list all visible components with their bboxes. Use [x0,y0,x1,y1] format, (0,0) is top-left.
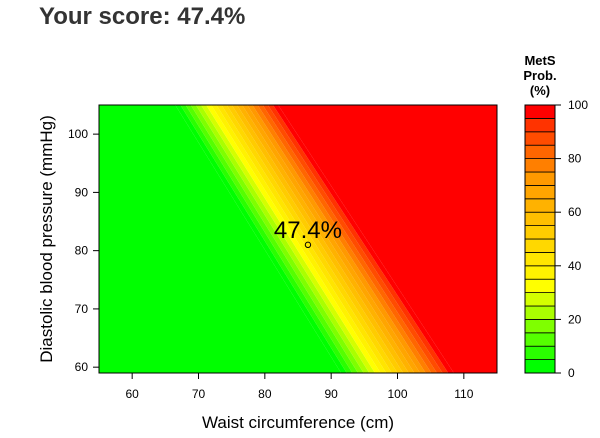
legend-tick-label: 40 [568,259,582,273]
probability-band [252,105,432,373]
legend-color-cell [524,238,556,253]
probability-band [247,105,426,373]
probability-band [231,105,409,373]
legend-title-line: MetS [524,53,555,68]
probability-heatmap [99,105,497,373]
probability-band [272,105,454,373]
y-axis-label: Diastolic blood pressure (mmHg) [37,115,56,363]
legend-color-cell [524,184,556,200]
y-axis-tick-label: 80 [75,244,89,258]
x-axis-tick-label: 70 [192,387,206,401]
legend-color-cell [524,118,556,133]
probability-band [216,105,392,373]
legend-color-cell [524,104,556,119]
legend-color-cell [524,198,556,213]
legend-color-cell [524,359,556,374]
y-axis-ticks: 60 70 80 90 100 [68,127,99,374]
probability-band [175,105,347,373]
legend-color-cell [524,278,556,294]
legend-color-cell [524,318,556,334]
probability-band [257,105,437,373]
probability-band [236,105,415,373]
legend-color-cell [524,305,556,320]
y-axis-tick-label: 100 [68,127,88,141]
legend-color-cell [524,251,556,267]
legend-title-line: Prob. [523,68,556,83]
legend-color-cell [524,332,556,347]
green-low-risk-region [99,105,342,373]
probability-band [226,105,404,373]
legend-color-cell [524,171,556,186]
probability-band [185,105,359,373]
legend-color-cell [524,158,556,173]
score-point [304,241,312,249]
probability-band [206,105,381,373]
probability-band [242,105,421,373]
legend-frame [524,104,556,374]
legend-tick-label: 20 [568,312,582,326]
legend-color-cell [524,265,556,280]
x-axis-tick-label: 110 [454,387,473,401]
legend-tick-label: 80 [568,152,582,166]
red-high-risk-region [278,105,497,373]
legend-color-cell [524,345,556,361]
y-axis-tick-label: 90 [75,185,89,199]
legend-color-cell [524,211,556,226]
legend-tick-label: 0 [568,366,575,380]
probability-band [267,105,449,373]
score-point-group: 47.4% [274,217,342,249]
legend-color-cell [524,225,556,240]
score-title: Your score: 47.4% [39,3,246,30]
legend-tick-label: 100 [568,98,588,112]
probability-band [211,105,387,373]
probability-band [190,105,364,373]
x-axis-tick-label: 90 [324,387,338,401]
legend-color-cell [524,144,556,159]
probability-band [262,105,443,373]
probability-band [200,105,375,373]
x-axis-tick-label: 80 [258,387,272,401]
legend-color-cell [524,292,556,307]
y-axis-tick-label: 70 [75,302,89,316]
legend-title-line: (%) [530,83,550,98]
legend-color-cell [524,131,556,146]
x-axis-tick-label: 60 [125,387,139,401]
x-axis-label: Waist circumference (cm) [202,413,394,432]
score-point-label: 47.4% [274,217,342,244]
x-axis-tick-label: 100 [387,387,407,401]
probability-band [195,105,370,373]
x-axis-ticks: 60 70 80 90 100 110 [125,373,474,401]
y-axis-tick-label: 60 [75,360,89,374]
probability-band [180,105,353,373]
legend-tick-label: 60 [568,205,582,219]
plot-frame [98,104,498,374]
probability-band [221,105,398,373]
